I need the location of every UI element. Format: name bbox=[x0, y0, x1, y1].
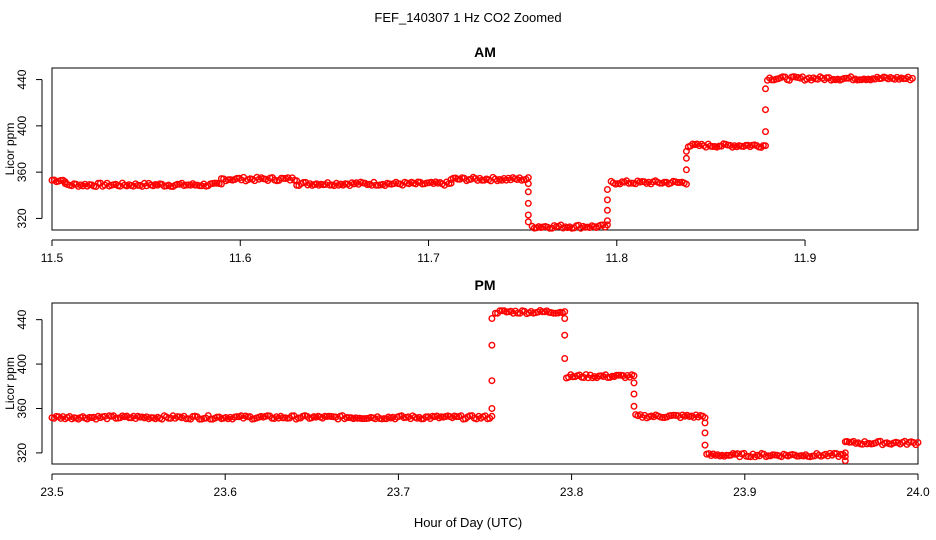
panel-title: PM bbox=[475, 277, 496, 293]
x-tick-label: 11.5 bbox=[41, 251, 64, 265]
x-tick-label: 11.6 bbox=[229, 251, 252, 265]
y-tick-label: 320 bbox=[15, 443, 29, 463]
plot-frame bbox=[51, 302, 919, 465]
data-point bbox=[841, 453, 849, 461]
x-tick-label: 23.8 bbox=[560, 485, 584, 499]
data-point bbox=[488, 377, 496, 385]
data-point bbox=[762, 106, 770, 114]
data-point bbox=[603, 185, 611, 193]
data-point bbox=[524, 211, 532, 219]
data-point bbox=[561, 331, 569, 339]
data-point bbox=[682, 180, 690, 188]
data-point bbox=[524, 199, 532, 207]
data-point bbox=[762, 85, 770, 93]
y-tick-label: 320 bbox=[15, 208, 29, 228]
data-point bbox=[603, 217, 611, 225]
data-point bbox=[762, 142, 770, 150]
figure-xlabel: Hour of Day (UTC) bbox=[414, 515, 522, 530]
data-point bbox=[191, 181, 199, 189]
x-tick-label: 23.5 bbox=[40, 485, 64, 499]
plot-frame bbox=[51, 67, 919, 231]
data-point bbox=[277, 174, 285, 182]
data-point bbox=[682, 154, 690, 162]
data-point bbox=[656, 179, 664, 187]
data-series bbox=[48, 307, 922, 465]
x-tick-label: 24.0 bbox=[906, 485, 930, 499]
data-point bbox=[914, 439, 922, 447]
data-point bbox=[630, 379, 638, 387]
data-point bbox=[856, 76, 864, 84]
data-point bbox=[701, 441, 709, 449]
panel-am: AM Licor ppm 11.5 11.6 11.7 11.8 11.9 320 360 400… bbox=[3, 44, 919, 265]
data-point bbox=[603, 196, 611, 204]
data-point bbox=[524, 218, 532, 226]
data-point bbox=[134, 181, 142, 189]
x-tick-label: 11.9 bbox=[794, 251, 817, 265]
data-point bbox=[358, 415, 366, 423]
data-point bbox=[524, 180, 532, 188]
data-point bbox=[561, 355, 569, 363]
data-point bbox=[701, 429, 709, 437]
data-point bbox=[488, 341, 496, 349]
data-point bbox=[768, 76, 776, 84]
data-point bbox=[682, 147, 690, 155]
data-point bbox=[561, 308, 569, 316]
x-tick-label: 23.7 bbox=[387, 485, 411, 499]
figure-title: FEF_140307 1 Hz CO2 Zoomed bbox=[374, 10, 561, 25]
data-point bbox=[603, 206, 611, 214]
data-point bbox=[498, 307, 506, 315]
data-point bbox=[488, 405, 496, 413]
data-point bbox=[453, 413, 461, 421]
x-tick-label: 11.7 bbox=[417, 251, 440, 265]
data-point bbox=[354, 414, 362, 422]
data-point bbox=[538, 308, 546, 316]
x-tick-label: 23.6 bbox=[214, 485, 238, 499]
data-point bbox=[603, 221, 611, 229]
x-tick-label: 11.8 bbox=[606, 251, 629, 265]
data-point bbox=[524, 188, 532, 196]
y-axis-label: Licor ppm bbox=[3, 357, 17, 410]
data-point bbox=[561, 315, 569, 323]
y-axis-label: Licor ppm bbox=[3, 123, 17, 176]
x-tick-label: 23.9 bbox=[733, 485, 757, 499]
data-point bbox=[206, 415, 214, 423]
y-tick-label: 400 bbox=[15, 116, 29, 136]
data-point bbox=[488, 412, 496, 420]
data-point bbox=[701, 419, 709, 427]
data-point bbox=[659, 414, 667, 422]
data-point bbox=[674, 178, 682, 186]
y-tick-label: 360 bbox=[15, 162, 29, 182]
data-series bbox=[48, 73, 916, 232]
data-point bbox=[630, 390, 638, 398]
data-point bbox=[843, 74, 851, 82]
data-point bbox=[195, 415, 203, 423]
panel-pm: PM Licor ppm 23.5 23.6 23.7 23.8 23.9 24.0 320 36… bbox=[3, 277, 930, 499]
data-point bbox=[841, 438, 849, 446]
data-point bbox=[630, 402, 638, 410]
data-point bbox=[908, 74, 916, 82]
data-point bbox=[762, 128, 770, 136]
data-point bbox=[841, 449, 849, 457]
data-point bbox=[709, 142, 717, 150]
y-tick-label: 440 bbox=[15, 69, 29, 89]
data-point bbox=[488, 315, 496, 323]
y-tick-label: 360 bbox=[15, 398, 29, 418]
y-tick-label: 400 bbox=[15, 354, 29, 374]
y-tick-label: 440 bbox=[15, 309, 29, 329]
panel-title: AM bbox=[474, 44, 496, 60]
data-point bbox=[550, 309, 558, 317]
data-point bbox=[372, 181, 380, 189]
data-point bbox=[630, 372, 638, 380]
data-point bbox=[682, 166, 690, 174]
data-point bbox=[841, 457, 849, 465]
